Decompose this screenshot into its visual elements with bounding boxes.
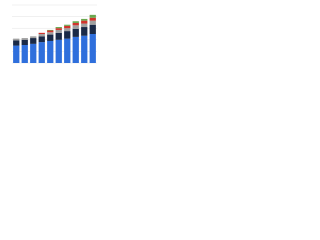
bar-segment	[47, 34, 54, 41]
bar-segment	[89, 24, 96, 34]
bar-segment	[38, 32, 45, 34]
bar-segment	[55, 28, 62, 30]
bar-segment	[89, 17, 96, 21]
bar-segment	[38, 34, 45, 37]
bar-segment	[55, 27, 62, 29]
bar-segment	[72, 36, 79, 63]
bar-segment	[72, 22, 79, 26]
bar-segment	[89, 20, 96, 25]
bar-segment	[72, 28, 79, 37]
bar-segment	[30, 36, 37, 39]
bar-segment	[81, 18, 88, 21]
bar-segment	[38, 42, 45, 63]
bar-segment	[64, 25, 71, 29]
bar-segment	[47, 40, 54, 63]
bar-segment	[81, 27, 88, 36]
bar-segment	[13, 45, 20, 63]
chart	[12, 4, 97, 64]
bar-segment	[72, 21, 79, 23]
bar-segment	[64, 31, 71, 39]
bar-segment	[64, 24, 71, 26]
bar-segment	[81, 20, 88, 24]
bar-segment	[72, 25, 79, 29]
bar-segment	[21, 45, 28, 63]
bar-segment	[13, 38, 20, 41]
bar-segment	[30, 38, 37, 44]
bar-segment	[81, 35, 88, 63]
bar-segment	[47, 29, 54, 31]
bar-segment	[55, 32, 62, 40]
bar-segment	[55, 39, 62, 63]
bar-segment	[64, 28, 71, 32]
bar-segment	[13, 40, 20, 46]
bar-segment	[47, 30, 54, 33]
bar-segment	[21, 38, 28, 40]
bar-segment	[81, 23, 88, 28]
bar-segment	[38, 36, 45, 43]
bar-segment	[21, 39, 28, 46]
bar-segment	[89, 14, 96, 18]
bar-segment	[89, 34, 96, 63]
page: {"chart_data": {"type": "stacked_bar", "…	[0, 0, 100, 71]
bar-segment	[30, 43, 37, 63]
bar-segment	[64, 38, 71, 63]
bar-segment	[55, 29, 62, 33]
bar-segment	[47, 32, 54, 35]
